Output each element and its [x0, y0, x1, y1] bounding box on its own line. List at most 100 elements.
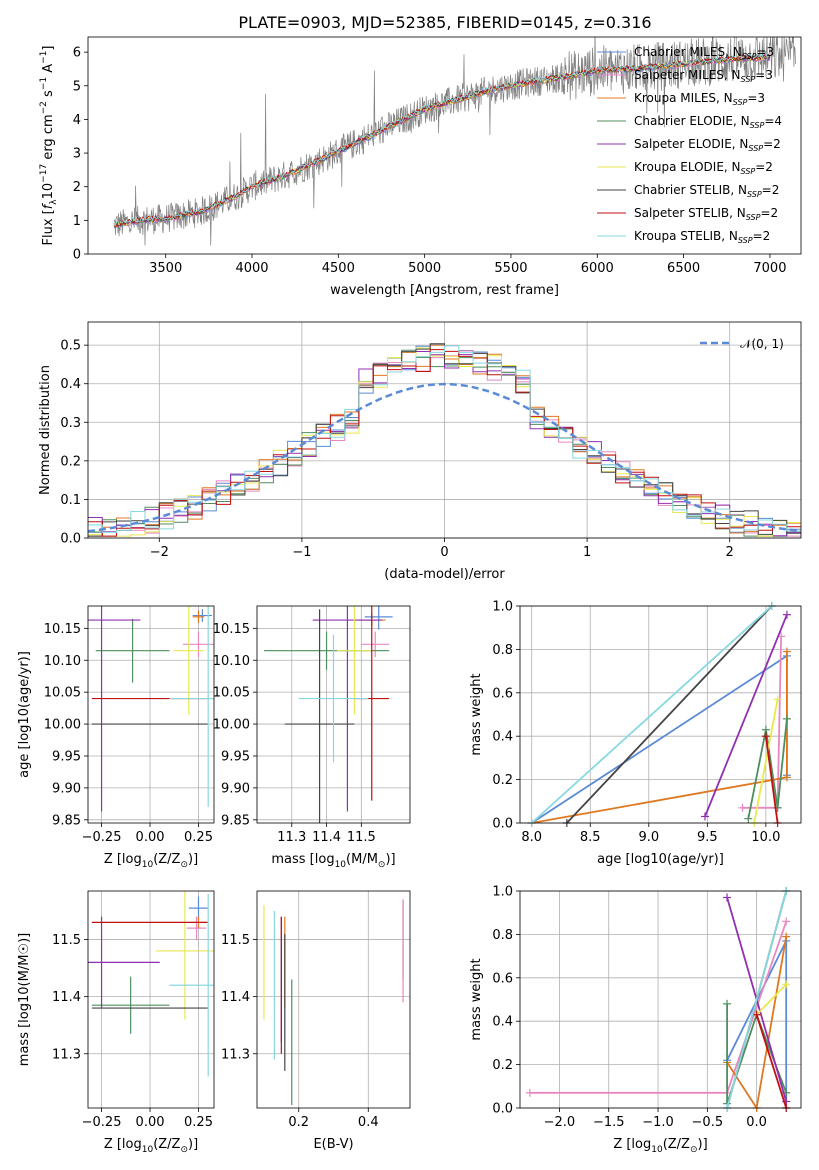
- x-tick-label: 11.3: [277, 830, 306, 845]
- legend-main: Kroupa MILES, N: [634, 91, 733, 105]
- y-label-part: 10: [41, 183, 56, 200]
- y-label-part: Flux [: [41, 209, 56, 245]
- x-label-close: )]: [698, 1137, 708, 1152]
- y-tick-label: 9.85: [221, 813, 250, 828]
- y-tick-label: 9.95: [52, 749, 81, 764]
- y-tick-label: 0: [73, 248, 81, 263]
- x-tick-label: 0.2: [288, 1115, 309, 1130]
- y-label-part: −1: [39, 51, 49, 64]
- x-label-sun: ⊙: [690, 1145, 698, 1155]
- age-vs-mass-panel: 11.3 11.4 11.5 9.85 9.90 9.95 10.00 10.05 10.10 1…: [213, 605, 411, 870]
- y-label-part: −2: [39, 101, 49, 114]
- legend-main: Salpeter MILES, N: [634, 68, 741, 82]
- x-label-sub: 10: [335, 860, 347, 870]
- y-tick-label: 5: [73, 79, 81, 94]
- y-tick-label: 4: [73, 113, 81, 128]
- legend-label-chabrier_elodie: Chabrier ELODIE, NSSP=4: [634, 114, 782, 130]
- legend-tail: =3: [756, 45, 774, 59]
- y-tick-label: 2: [73, 180, 81, 195]
- x-tick-label: 0.0: [746, 1115, 767, 1130]
- legend-main: Salpeter STELIB, N: [634, 206, 746, 220]
- y-label-part: λ: [49, 199, 59, 205]
- y-tick-label: 0.4: [492, 730, 513, 745]
- x-axis-label: wavelength [Angstrom, rest frame]: [330, 283, 559, 298]
- y-tick-label: 9.95: [221, 749, 250, 764]
- y-tick-label: 0.6: [492, 686, 513, 701]
- legend-sub: SSP: [738, 236, 753, 245]
- legend-label-kroupa_miles: Kroupa MILES, NSSP=3: [634, 91, 765, 107]
- x-label-tail: (Z/Z: [153, 852, 180, 867]
- y-label-part: −17: [39, 164, 49, 183]
- y-tick-label: 0.1: [60, 493, 81, 508]
- legend-gaussian-label: 𝒩(0, 1): [740, 337, 784, 351]
- weight-line-chabrier_miles: [531, 654, 788, 824]
- weight-line-kroupa_elodie: [753, 699, 779, 824]
- y-tick-label: 3: [73, 147, 81, 162]
- x-tick-label: 11.5: [347, 830, 376, 845]
- x-label-sub: 10: [651, 1145, 663, 1155]
- x-label-close: )]: [188, 1137, 198, 1152]
- y-label-part: f: [41, 202, 56, 209]
- axes-frame: [87, 321, 802, 539]
- y-tick-label: 0.2: [492, 1058, 513, 1073]
- legend-sub: SSP: [741, 167, 756, 176]
- x-tick-label: 4000: [235, 261, 268, 276]
- x-tick-label: 8.0: [521, 830, 542, 845]
- x-tick-label: −0.25: [82, 1115, 122, 1130]
- y-tick-label: 10.05: [44, 686, 81, 701]
- figure-title: PLATE=0903, MJD=52385, FIBERID=0145, z=0…: [238, 13, 651, 32]
- y-tick-label: 6: [73, 46, 81, 61]
- mass-vs-z-panel: −0.25 0.00 0.25 11.3 11.4 11.5 Z [log10(Z/Z⊙)]…: [17, 890, 215, 1155]
- x-tick-label: 0.4: [358, 1115, 379, 1130]
- x-tick-label: 6000: [581, 261, 614, 276]
- y-tick-label: 0.4: [492, 1015, 513, 1030]
- legend-main: Chabrier ELODIE, N: [634, 114, 750, 128]
- x-tick-label: 5000: [408, 261, 441, 276]
- y-tick-label: 0.8: [492, 928, 513, 943]
- y-tick-label: 10.10: [213, 654, 250, 669]
- legend-main: Kroupa ELODIE, N: [634, 160, 741, 174]
- weight-line-chabrier_elodie: [747, 718, 788, 819]
- x-label-close: )]: [188, 852, 198, 867]
- y-tick-label: 9.90: [221, 781, 250, 796]
- y-tick-label: 11.3: [221, 1047, 250, 1062]
- y-tick-label: 10.00: [213, 718, 250, 733]
- x-label-close: )]: [385, 852, 395, 867]
- y-axis-label: age [log10(age/yr)]: [17, 651, 32, 778]
- weight-vs-age-panel: 8.0 8.5 9.0 9.5 10.0 0.0 0.2 0.4 0.6 0.8 1.0 age [l…: [469, 600, 802, 867]
- legend-label-salpeter_elodie: Salpeter ELODIE, NSSP=2: [634, 137, 781, 153]
- x-tick-label: 8.5: [580, 830, 601, 845]
- y-tick-label: 9.90: [52, 781, 81, 796]
- x-axis-label: Z [log10(Z/Z⊙)]: [104, 1137, 198, 1155]
- axes-frame: [519, 890, 802, 1109]
- legend-label-kroupa_stelib: Kroupa STELIB, NSSP=2: [634, 229, 770, 245]
- y-tick-label: 0.5: [60, 339, 81, 354]
- x-tick-label: 11.4: [312, 830, 341, 845]
- x-label-main: Z [log: [104, 852, 142, 867]
- spectrum-panel: 3500 4000 4500 5000 5500 6000 6500 7000 0 1 2 3 4 5 6 w…: [39, 36, 802, 298]
- y-tick-label: 10.00: [44, 718, 81, 733]
- legend-sub: SSP: [748, 144, 763, 153]
- weight-line-salpeter_stelib: [755, 1014, 788, 1109]
- legend-main: Chabrier STELIB, N: [634, 183, 747, 197]
- legend-main: Kroupa STELIB, N: [634, 229, 738, 243]
- y-axis-label: mass weight: [469, 958, 484, 1040]
- x-label-sun: ⊙: [378, 860, 386, 870]
- legend-tail: =4: [764, 114, 782, 128]
- x-axis-label: Z [log10(Z/Z⊙)]: [613, 1137, 707, 1155]
- x-label-sub: 10: [142, 1145, 154, 1155]
- legend-label-chabrier_stelib: Chabrier STELIB, NSSP=2: [634, 183, 779, 199]
- x-label-main: Z [log: [104, 1137, 142, 1152]
- y-tick-label: 11.5: [52, 933, 81, 948]
- legend-tail: =3: [747, 91, 765, 105]
- y-tick-label: 10.10: [44, 654, 81, 669]
- x-tick-label: −2: [150, 545, 169, 560]
- x-axis-label: (data-model)/error: [384, 567, 505, 582]
- y-tick-label: 1: [73, 214, 81, 229]
- y-tick-label: 0.2: [60, 454, 81, 469]
- x-tick-label: −1.0: [642, 1115, 674, 1130]
- x-tick-label: −0.5: [692, 1115, 724, 1130]
- y-tick-label: 1.0: [492, 600, 513, 615]
- legend-tail: =3: [755, 68, 773, 82]
